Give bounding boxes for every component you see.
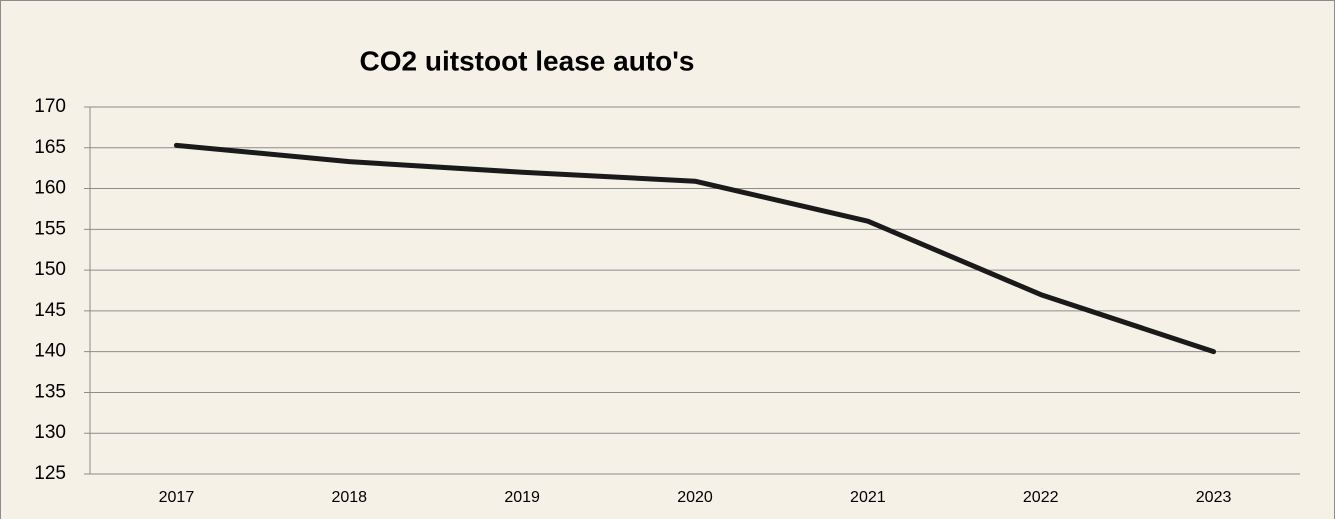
x-tick-label: 2018 — [331, 489, 367, 506]
y-tick-label: 170 — [34, 96, 66, 117]
y-tick-label: 135 — [34, 381, 66, 402]
x-tick-label: 2017 — [159, 489, 195, 506]
x-tick-label: 2021 — [850, 489, 886, 506]
x-tick-label: 2022 — [1023, 489, 1059, 506]
y-tick-label: 130 — [34, 422, 66, 443]
data-line — [173, 142, 1217, 355]
y-tick-label: 155 — [34, 218, 66, 239]
x-tick-label: 2020 — [677, 489, 713, 506]
y-tick-label: 140 — [34, 341, 66, 362]
y-tick-label: 145 — [34, 300, 66, 321]
chart-title: CO2 uitstoot lease auto's — [360, 45, 695, 76]
y-tick-label: 165 — [34, 137, 66, 158]
y-tick-label: 125 — [34, 463, 66, 484]
y-tick-label: 150 — [34, 259, 66, 280]
x-tick-label: 2023 — [1196, 489, 1232, 506]
x-tick-label: 2019 — [504, 489, 540, 506]
y-tick-label: 160 — [34, 178, 66, 199]
